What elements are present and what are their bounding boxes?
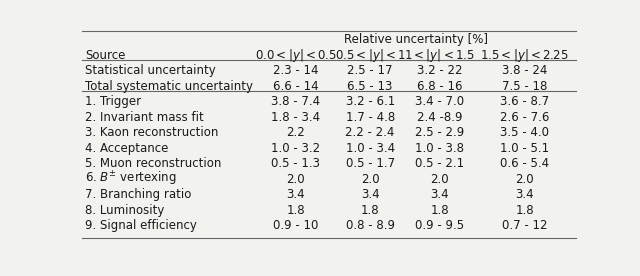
Text: 6. $B^{\pm}$ vertexing: 6. $B^{\pm}$ vertexing bbox=[85, 170, 177, 188]
Text: 1.8 - 3.4: 1.8 - 3.4 bbox=[271, 111, 321, 124]
Text: Relative uncertainty [%]: Relative uncertainty [%] bbox=[344, 33, 488, 46]
Text: 1.7 - 4.8: 1.7 - 4.8 bbox=[346, 111, 395, 124]
Text: 3.4: 3.4 bbox=[287, 188, 305, 201]
Text: Statistical uncertainty: Statistical uncertainty bbox=[85, 64, 216, 77]
Text: 7. Branching ratio: 7. Branching ratio bbox=[85, 188, 191, 201]
Text: 0.5 - 1.3: 0.5 - 1.3 bbox=[271, 157, 320, 170]
Text: 0.5 - 2.1: 0.5 - 2.1 bbox=[415, 157, 464, 170]
Text: 9. Signal efficiency: 9. Signal efficiency bbox=[85, 219, 197, 232]
Text: 1.8: 1.8 bbox=[287, 204, 305, 217]
Text: 1.0 - 3.8: 1.0 - 3.8 bbox=[415, 142, 464, 155]
Text: 1.0 - 5.1: 1.0 - 5.1 bbox=[500, 142, 550, 155]
Text: 3.8 - 24: 3.8 - 24 bbox=[502, 64, 548, 77]
Text: 1.0 - 3.2: 1.0 - 3.2 bbox=[271, 142, 321, 155]
Text: 3.4: 3.4 bbox=[516, 188, 534, 201]
Text: 2.0: 2.0 bbox=[430, 172, 449, 186]
Text: 3.6 - 8.7: 3.6 - 8.7 bbox=[500, 95, 550, 108]
Text: 1.8: 1.8 bbox=[361, 204, 380, 217]
Text: 2.0: 2.0 bbox=[516, 172, 534, 186]
Text: 1.8: 1.8 bbox=[516, 204, 534, 217]
Text: $1 < |y| < 1.5$: $1 < |y| < 1.5$ bbox=[404, 47, 475, 63]
Text: 0.9 - 10: 0.9 - 10 bbox=[273, 219, 319, 232]
Text: 0.5 - 1.7: 0.5 - 1.7 bbox=[346, 157, 395, 170]
Text: 3.8 - 7.4: 3.8 - 7.4 bbox=[271, 95, 321, 108]
Text: 5. Muon reconstruction: 5. Muon reconstruction bbox=[85, 157, 221, 170]
Text: 2.2: 2.2 bbox=[286, 126, 305, 139]
Text: 1.0 - 3.4: 1.0 - 3.4 bbox=[346, 142, 395, 155]
Text: 0.6 - 5.4: 0.6 - 5.4 bbox=[500, 157, 550, 170]
Text: 2.4 -8.9: 2.4 -8.9 bbox=[417, 111, 462, 124]
Text: 4. Acceptance: 4. Acceptance bbox=[85, 142, 168, 155]
Text: 3.4 - 7.0: 3.4 - 7.0 bbox=[415, 95, 464, 108]
Text: 2.2 - 2.4: 2.2 - 2.4 bbox=[346, 126, 395, 139]
Text: 2.3 - 14: 2.3 - 14 bbox=[273, 64, 319, 77]
Text: 3.4: 3.4 bbox=[430, 188, 449, 201]
Text: 3. Kaon reconstruction: 3. Kaon reconstruction bbox=[85, 126, 218, 139]
Text: 0.7 - 12: 0.7 - 12 bbox=[502, 219, 548, 232]
Text: 2. Invariant mass fit: 2. Invariant mass fit bbox=[85, 111, 204, 124]
Text: 1. Trigger: 1. Trigger bbox=[85, 95, 141, 108]
Text: 6.8 - 16: 6.8 - 16 bbox=[417, 79, 462, 92]
Text: $0.5 < |y| < 1$: $0.5 < |y| < 1$ bbox=[335, 47, 406, 63]
Text: 2.6 - 7.6: 2.6 - 7.6 bbox=[500, 111, 550, 124]
Text: 1.8: 1.8 bbox=[430, 204, 449, 217]
Text: $0.0 < |y| < 0.5$: $0.0 < |y| < 0.5$ bbox=[255, 47, 337, 63]
Text: 8. Luminosity: 8. Luminosity bbox=[85, 204, 164, 217]
Text: 3.5 - 4.0: 3.5 - 4.0 bbox=[500, 126, 549, 139]
Text: 0.9 - 9.5: 0.9 - 9.5 bbox=[415, 219, 464, 232]
Text: 0.8 - 8.9: 0.8 - 8.9 bbox=[346, 219, 395, 232]
Text: 6.5 - 13: 6.5 - 13 bbox=[348, 79, 393, 92]
Text: Source: Source bbox=[85, 49, 125, 62]
Text: 2.0: 2.0 bbox=[361, 172, 380, 186]
Text: 3.2 - 6.1: 3.2 - 6.1 bbox=[346, 95, 395, 108]
Text: 2.0: 2.0 bbox=[287, 172, 305, 186]
Text: 3.2 - 22: 3.2 - 22 bbox=[417, 64, 462, 77]
Text: 2.5 - 17: 2.5 - 17 bbox=[348, 64, 393, 77]
Text: 7.5 - 18: 7.5 - 18 bbox=[502, 79, 548, 92]
Text: 6.6 - 14: 6.6 - 14 bbox=[273, 79, 319, 92]
Text: $1.5 < |y| < 2.25$: $1.5 < |y| < 2.25$ bbox=[481, 47, 570, 63]
Text: Total systematic uncertainty: Total systematic uncertainty bbox=[85, 79, 253, 92]
Text: 2.5 - 2.9: 2.5 - 2.9 bbox=[415, 126, 464, 139]
Text: 3.4: 3.4 bbox=[361, 188, 380, 201]
